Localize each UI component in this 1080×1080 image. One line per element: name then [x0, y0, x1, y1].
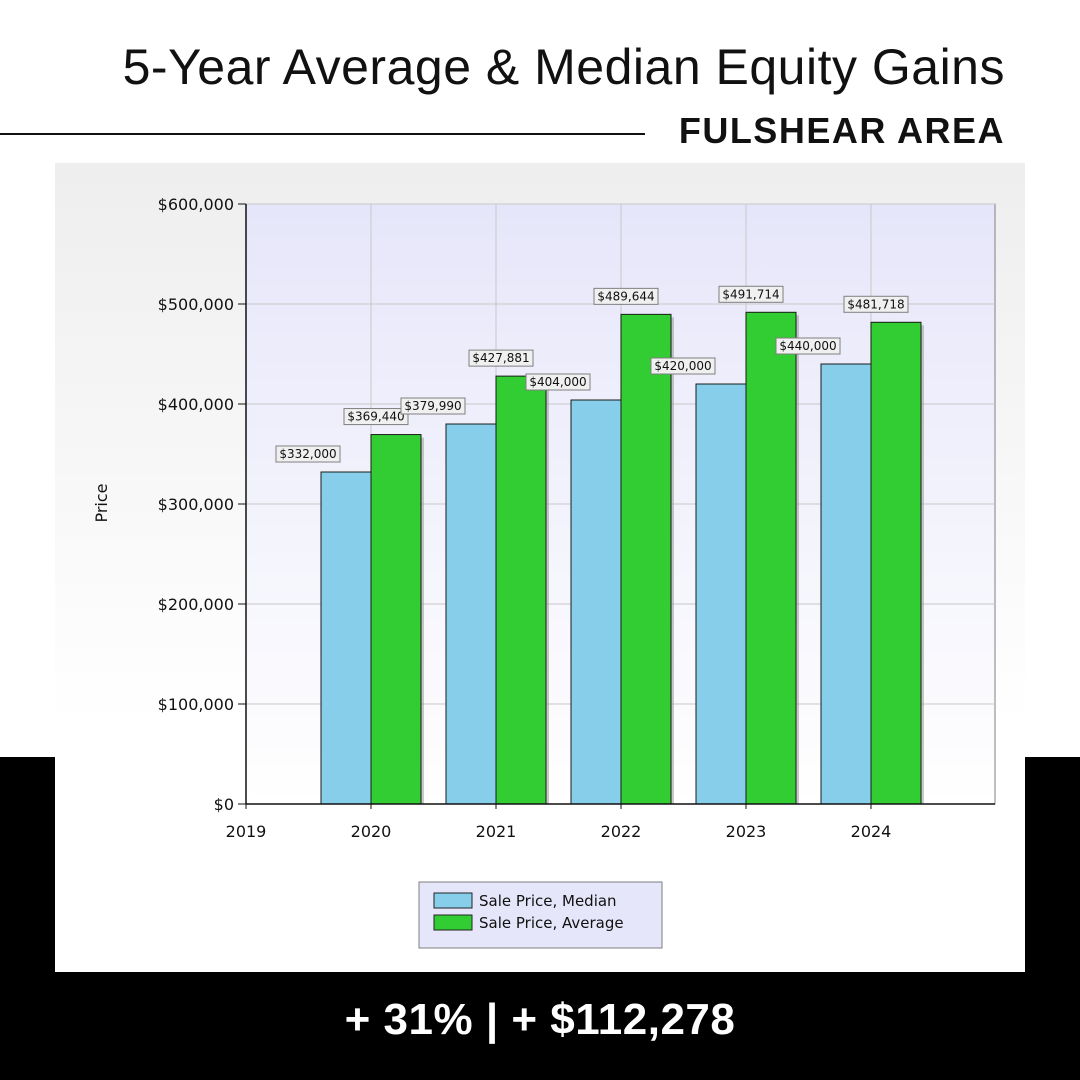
x-tick-label: 2023 [726, 822, 767, 841]
data-label-box [525, 373, 591, 391]
data-label-box [843, 295, 909, 313]
chart-title: 5-Year Average & Median Equity Gains [122, 39, 1005, 95]
bar-sale-price-median-2023 [695, 383, 747, 805]
title-divider [0, 133, 645, 135]
y-tick-label: $600,000 [158, 195, 234, 214]
bar-sale-price-average-2021 [495, 375, 547, 805]
data-label-sale-price-average-2020: $369,440 [347, 410, 404, 424]
x-tick-label: 2020 [351, 822, 392, 841]
data-label-box [400, 397, 466, 415]
y-tick-label: $400,000 [158, 395, 234, 414]
equity-gain-stats: + 31% | + $112,278 [344, 995, 736, 1044]
legend-label-median: Sale Price, Median [479, 892, 617, 910]
data-label-sale-price-average-2021: $427,881 [472, 351, 529, 365]
legend-label-average: Sale Price, Average [479, 914, 624, 932]
data-label-sale-price-median-2023: $420,000 [654, 359, 711, 373]
x-tick-label: 2022 [601, 822, 642, 841]
bar-sale-price-median-2024 [820, 363, 872, 805]
bar-sale-price-median-2021 [445, 423, 497, 805]
y-tick-label: $500,000 [158, 295, 234, 314]
x-tick-label: 2019 [226, 822, 267, 841]
x-tick-label: 2021 [476, 822, 517, 841]
data-label-sale-price-median-2022: $404,000 [529, 375, 586, 389]
data-label-sale-price-average-2022: $489,644 [597, 289, 654, 303]
data-label-sale-price-average-2024: $481,718 [847, 297, 904, 311]
data-label-box [275, 445, 341, 463]
legend-swatch-median [433, 892, 473, 909]
y-tick-label: $200,000 [158, 595, 234, 614]
bar-sale-price-median-2020 [320, 471, 372, 805]
data-label-sale-price-average-2023: $491,714 [722, 287, 779, 301]
data-label-box [468, 349, 534, 367]
data-label-sale-price-median-2021: $379,990 [404, 399, 461, 413]
legend-swatch-average [433, 914, 473, 931]
data-label-box [343, 408, 409, 426]
data-label-sale-price-median-2024: $440,000 [779, 339, 836, 353]
bar-sale-price-average-2024 [870, 321, 922, 805]
bar-sale-price-average-2023 [745, 311, 797, 805]
legend: Sale Price, Median Sale Price, Average [418, 881, 663, 949]
data-label-box [593, 287, 659, 305]
y-axis-title: Price [92, 483, 111, 522]
area-subtitle: FULSHEAR AREA [678, 110, 1005, 151]
x-tick-label: 2024 [851, 822, 892, 841]
bar-sale-price-median-2022 [570, 399, 622, 805]
y-tick-label: $0 [214, 795, 234, 814]
y-tick-label: $300,000 [158, 495, 234, 514]
data-label-sale-price-median-2020: $332,000 [279, 447, 336, 461]
chart-panel: $332,000 $369,440 $379,990 $427,881 $404,000… [55, 163, 1025, 972]
data-label-box [775, 337, 841, 355]
bar-sale-price-average-2022 [620, 313, 672, 805]
data-label-box [650, 357, 716, 375]
bar-chart: $332,000 $369,440$379,990 $427,881$404,000… [92, 195, 996, 949]
data-label-box [718, 285, 784, 303]
y-tick-label: $100,000 [158, 695, 234, 714]
bar-sale-price-average-2020 [370, 434, 422, 805]
